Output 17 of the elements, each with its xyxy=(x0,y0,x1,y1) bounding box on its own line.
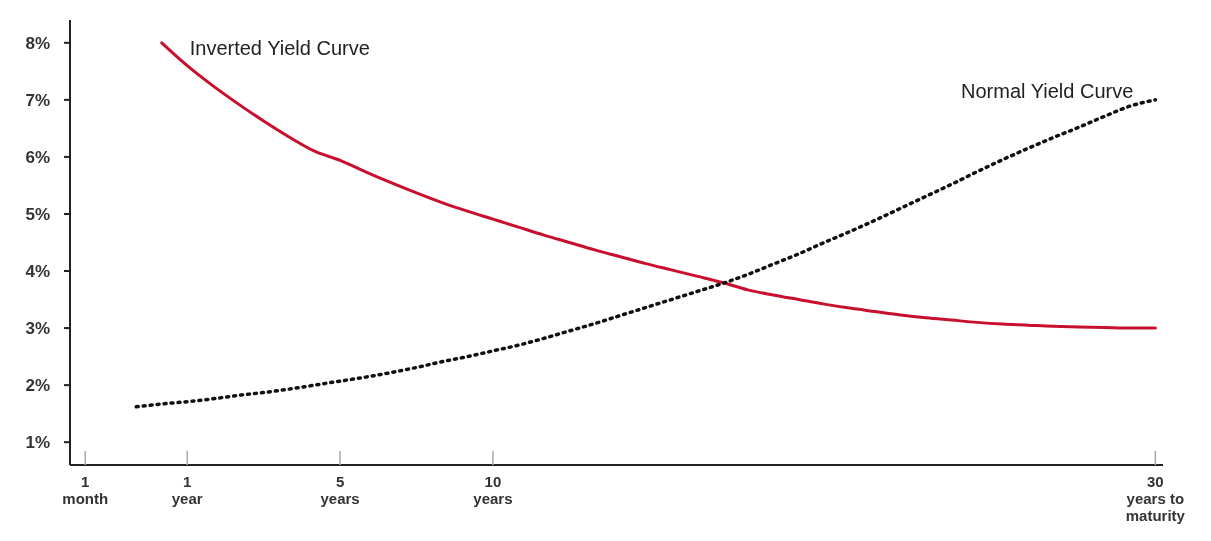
y-tick-label: 5% xyxy=(25,204,50,224)
x-tick-label: 10 years xyxy=(473,473,513,507)
y-tick-label: 1% xyxy=(25,433,50,453)
y-tick-label: 6% xyxy=(25,147,50,167)
y-tick-label: 4% xyxy=(25,261,50,281)
x-tick-label: 1 month xyxy=(62,473,109,507)
x-tick-label: 5 years xyxy=(320,473,360,507)
line-series xyxy=(160,41,1157,330)
y-tick-label: 3% xyxy=(25,319,50,339)
x-tick-label: 30 years to maturity xyxy=(1125,473,1186,524)
y-tick-label: 7% xyxy=(25,90,50,110)
y-tick-label: 8% xyxy=(25,33,50,53)
y-tick-label: 2% xyxy=(25,376,50,396)
line-series xyxy=(134,98,1158,409)
series-label: Normal Yield Curve xyxy=(961,79,1134,102)
x-tick-label: 1 year xyxy=(171,473,203,507)
series-label: Inverted Yield Curve xyxy=(189,36,370,59)
